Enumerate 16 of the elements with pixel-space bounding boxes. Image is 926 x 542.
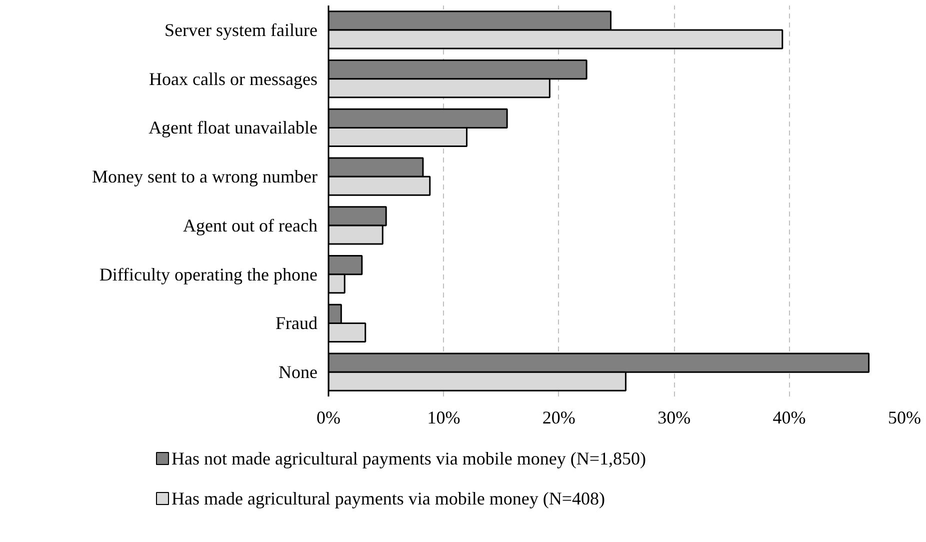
x-tick-label: 10%	[427, 408, 460, 428]
legend-label: Has made agricultural payments via mobile money (N=408)	[172, 488, 606, 508]
x-tick-label: 30%	[658, 408, 691, 428]
y-tick-label: Agent out of reach	[183, 215, 318, 236]
legend-label: Has not made agricultural payments via mobile money (N=1,850)	[172, 448, 646, 468]
y-tick-label: Agent float unavailable	[148, 118, 318, 138]
y-tick-label: Difficulty operating the phone	[99, 264, 318, 284]
y-tick-label: None	[278, 362, 318, 382]
x-tick-label: 20%	[542, 408, 576, 428]
x-tick-label: 0%	[316, 408, 341, 428]
x-tick-label: 40%	[772, 408, 806, 428]
y-tick-label: Fraud	[276, 313, 318, 334]
y-tick-label: Server system failure	[164, 20, 318, 40]
y-tick-label: Money sent to a wrong number	[92, 166, 318, 187]
x-tick-label: 50%	[888, 408, 922, 428]
y-tick-label: Hoax calls or messages	[149, 68, 318, 89]
